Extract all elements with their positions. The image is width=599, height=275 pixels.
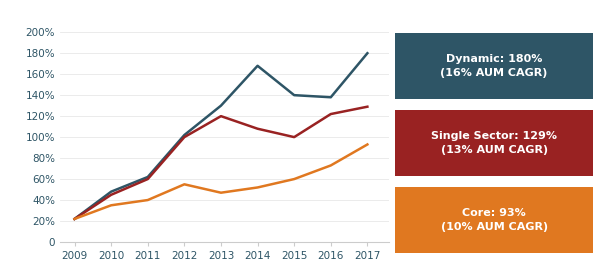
Text: Dynamic: 180%
(16% AUM CAGR): Dynamic: 180% (16% AUM CAGR)	[440, 54, 548, 78]
Text: Core: 93%
(10% AUM CAGR): Core: 93% (10% AUM CAGR)	[441, 208, 547, 232]
Text: Single Sector: 129%
(13% AUM CAGR): Single Sector: 129% (13% AUM CAGR)	[431, 131, 557, 155]
